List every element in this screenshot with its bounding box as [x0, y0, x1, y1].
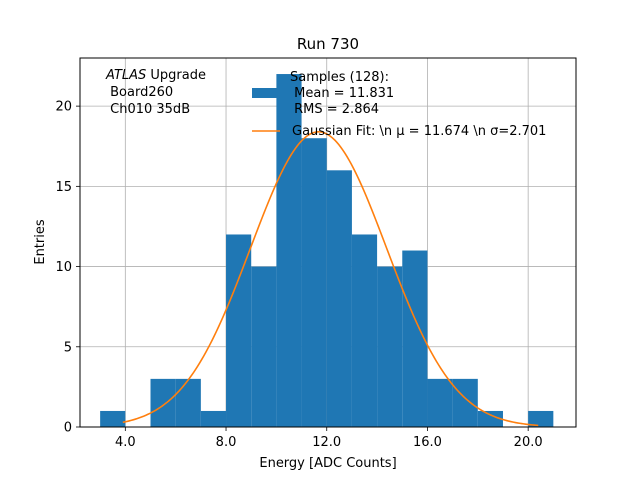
hist-bar-12	[402, 250, 428, 427]
y-tick-label-0: 0	[64, 421, 72, 436]
chart-title: Run 730	[297, 35, 359, 53]
legend-hist-swatch	[252, 88, 280, 98]
hist-bar-4	[200, 410, 227, 427]
atlas-annotation: ATLAS Upgrade Board260 Ch010 35dB	[105, 68, 206, 117]
y-axis-ticks: 0 5 10 15 20	[55, 100, 80, 436]
hist-bar-2	[150, 378, 176, 427]
x-tick-label-2: 12.0	[312, 435, 341, 450]
hist-bar-10	[351, 234, 378, 427]
hist-bar-8	[301, 138, 327, 427]
fit-curve	[122, 131, 539, 427]
hist-bar-17	[528, 410, 554, 427]
hist-bar-15	[477, 410, 503, 427]
x-tick-label-1: 8.0	[216, 435, 237, 450]
legend-fit-label: Gaussian Fit: \n μ = 11.674 \n σ=2.701	[292, 124, 546, 139]
legend: Samples (128): Mean = 11.831 RMS = 2.864…	[252, 70, 546, 139]
hist-bar-14	[452, 378, 478, 427]
x-tick-label-4: 20.0	[514, 435, 543, 450]
hist-bar-13	[427, 378, 453, 427]
x-axis-label: Energy [ADC Counts]	[259, 456, 396, 471]
hist-bar-9	[326, 170, 352, 427]
legend-hist-line-1: Samples (128):	[290, 70, 389, 85]
annotation-upgrade: Upgrade	[146, 68, 206, 83]
annotation-line-1: ATLAS Upgrade	[105, 68, 206, 83]
hist-bar-3	[175, 378, 201, 427]
annotation-line-3: Ch010 35dB	[106, 102, 190, 117]
legend-hist-line-2: Mean = 11.831	[290, 86, 394, 101]
gaussian-fit	[122, 131, 539, 427]
y-tick-label-4: 20	[55, 100, 72, 115]
hist-bar-11	[377, 266, 403, 427]
histogram-bars	[100, 74, 554, 427]
x-tick-label-0: 4.0	[115, 435, 136, 450]
y-tick-label-3: 15	[55, 180, 72, 195]
hist-bar-0	[100, 410, 126, 427]
x-axis-ticks: 4.0 8.0 12.0 16.0 20.0	[115, 427, 543, 450]
legend-hist-line-3: RMS = 2.864	[290, 102, 379, 117]
hist-bar-7	[276, 74, 302, 427]
y-axis-label: Entries	[33, 219, 48, 265]
plot-frame	[79, 57, 577, 428]
hist-bar-6	[251, 266, 277, 427]
y-tick-label-1: 5	[64, 340, 72, 355]
hist-bar-5	[226, 234, 252, 427]
y-tick-label-2: 10	[55, 260, 72, 275]
annotation-atlas-italic: ATLAS	[105, 68, 146, 83]
annotation-line-2: Board260	[106, 85, 173, 100]
x-tick-label-3: 16.0	[413, 435, 442, 450]
